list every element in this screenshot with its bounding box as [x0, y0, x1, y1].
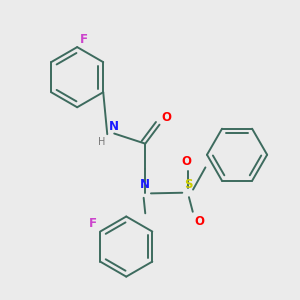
Text: F: F: [89, 217, 97, 230]
Text: O: O: [161, 111, 171, 124]
Text: N: N: [140, 178, 150, 191]
Text: H: H: [98, 137, 106, 147]
Text: O: O: [182, 155, 191, 168]
Text: O: O: [194, 215, 204, 228]
Text: F: F: [80, 32, 88, 46]
Text: S: S: [184, 178, 192, 191]
Text: N: N: [109, 120, 119, 133]
